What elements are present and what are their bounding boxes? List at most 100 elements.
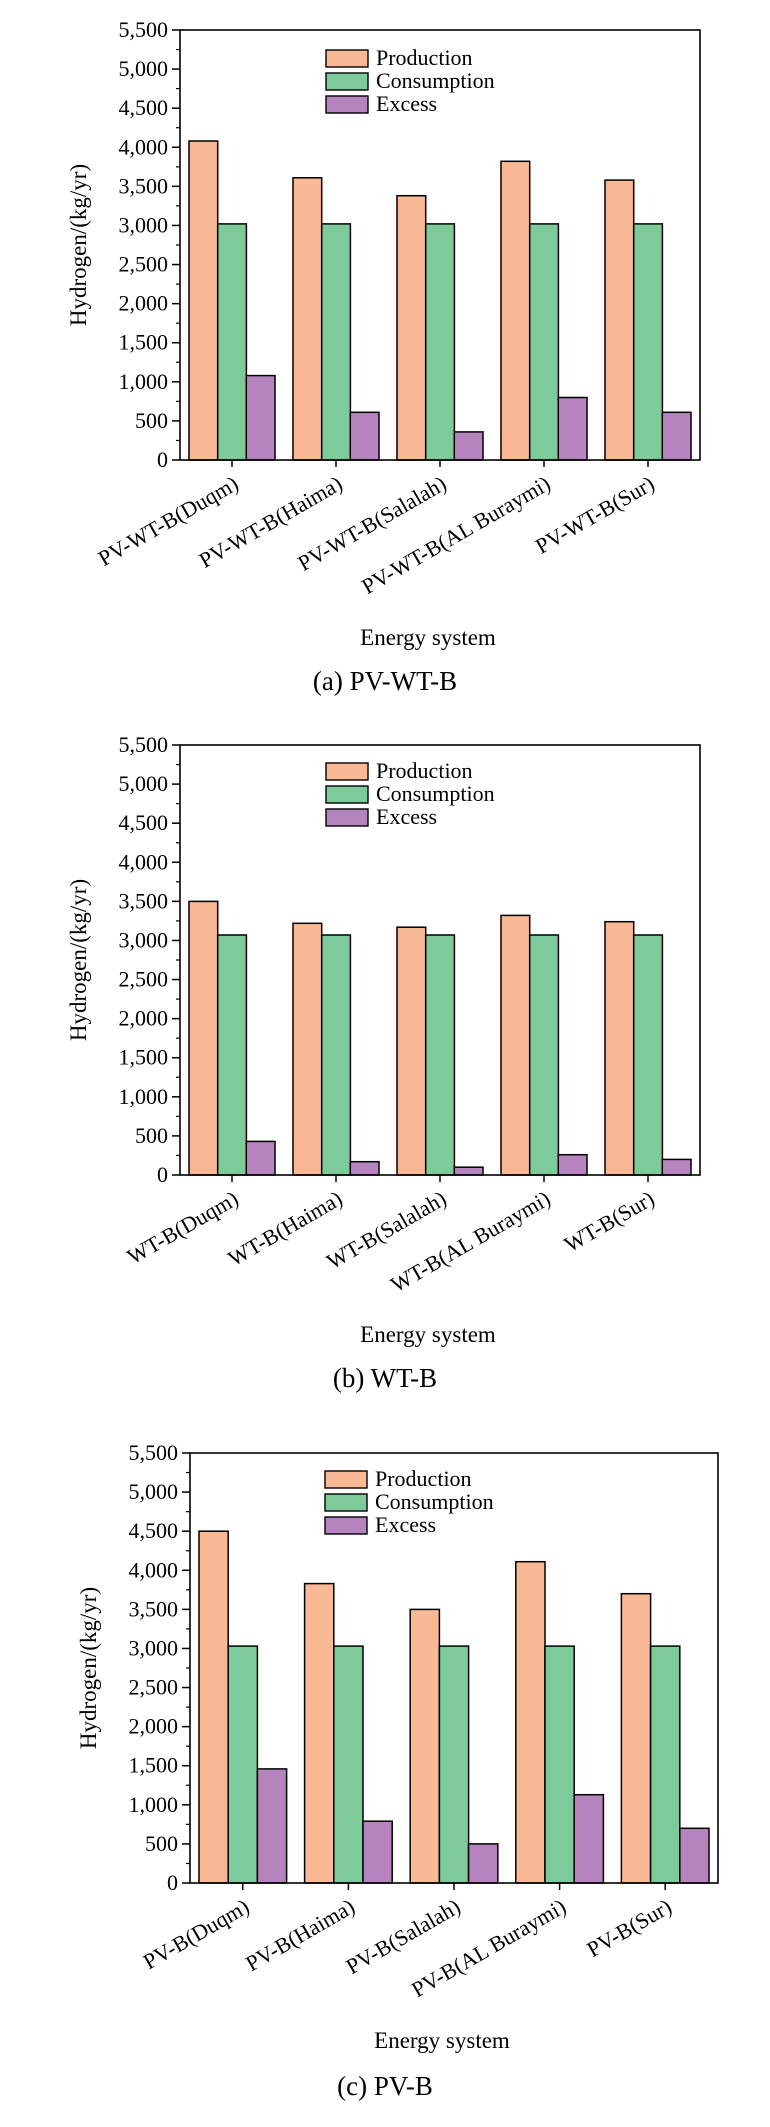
bar-excess-2: [349, 411, 380, 461]
bar-production-4: [500, 914, 531, 1176]
bar-excess-3: [453, 1166, 484, 1176]
bar-production-3: [409, 1608, 441, 1884]
y-tick-label: 1,500: [129, 1753, 179, 1778]
panel-caption: (a) PV-WT-B: [313, 666, 457, 696]
bar-excess-1: [245, 374, 276, 461]
x-tick-label: PV-B(Haima): [241, 1894, 359, 1976]
bar-consumption-4: [544, 1645, 575, 1884]
y-tick-label: 4,000: [119, 849, 169, 874]
bar-excess-1: [245, 1140, 276, 1176]
bar-consumption-1: [216, 934, 248, 1176]
y-axis-title: Hydrogen/(kg/yr): [66, 879, 91, 1041]
y-tick-label: 0: [167, 1870, 178, 1895]
legend-swatch-excess: [325, 95, 369, 114]
bar-excess-4: [573, 1793, 605, 1884]
legend-swatch-production: [325, 49, 369, 68]
bar-production-2: [303, 1582, 335, 1884]
legend-label-consumption: Consumption: [376, 68, 495, 93]
bar-consumption-3: [438, 1645, 470, 1884]
y-tick-label: 3,000: [119, 927, 169, 952]
legend-label-production: Production: [376, 758, 473, 783]
y-tick-label: 2,000: [119, 1006, 169, 1031]
y-tick-label: 2,500: [119, 967, 169, 992]
y-tick-label: 2,000: [119, 291, 169, 316]
y-tick-label: 3,000: [119, 212, 169, 237]
x-tick-label: PV-B(Sur): [582, 1894, 675, 1962]
bar-production-5: [620, 1592, 652, 1884]
legend-swatch-excess: [325, 808, 369, 827]
bar-consumption-2: [320, 934, 352, 1176]
x-tick-label: PV-B(Duqm): [139, 1894, 253, 1975]
legend-swatch-consumption: [325, 72, 369, 91]
y-tick-label: 1,000: [129, 1792, 179, 1817]
legend-swatch-production: [325, 762, 369, 781]
bar-excess-5: [679, 1827, 710, 1884]
y-tick-label: 3,500: [129, 1596, 179, 1621]
chart-panel-2: WT-B(Duqm)WT-B(Haima)WT-B(Salalah)WT-B(A…: [66, 732, 701, 1393]
y-axis-title: Hydrogen/(kg/yr): [66, 164, 91, 326]
y-tick-label: 4,500: [119, 95, 169, 120]
bar-excess-5: [661, 1158, 692, 1176]
legend-label-excess: Excess: [376, 804, 437, 829]
bar-excess-3: [467, 1843, 499, 1884]
y-tick-label: 4,000: [129, 1557, 179, 1582]
bar-consumption-1: [216, 223, 248, 461]
bar-consumption-5: [632, 223, 664, 461]
x-axis-title: Energy system: [374, 2028, 510, 2053]
y-axis-title: Hydrogen/(kg/yr): [76, 1587, 101, 1749]
bar-excess-1: [256, 1768, 288, 1884]
y-tick-label: 4,000: [119, 134, 169, 159]
bar-consumption-2: [333, 1645, 364, 1884]
y-tick-label: 1,000: [119, 1084, 169, 1109]
legend-label-excess: Excess: [376, 91, 437, 116]
bar-production-4: [515, 1560, 546, 1884]
panel-caption: (c) PV-B: [337, 2071, 433, 2101]
bar-production-1: [188, 900, 219, 1176]
x-tick-label: PV-WT-B(Sur): [531, 471, 659, 559]
y-tick-label: 5,000: [119, 771, 169, 796]
bar-production-5: [604, 920, 635, 1176]
bar-production-5: [604, 179, 635, 461]
bar-consumption-4: [528, 934, 560, 1176]
bar-consumption-1: [227, 1645, 259, 1884]
panel-caption: (b) WT-B: [333, 1363, 437, 1393]
x-axis-title: Energy system: [360, 1322, 496, 1347]
y-tick-label: 3,000: [129, 1635, 179, 1660]
y-tick-label: 3,500: [119, 173, 169, 198]
bar-production-3: [396, 194, 427, 461]
bar-excess-2: [349, 1160, 380, 1176]
bar-consumption-3: [424, 223, 456, 461]
chart-panel-1: PV-WT-B(Duqm)PV-WT-B(Haima)PV-WT-B(Salal…: [66, 17, 701, 696]
y-tick-label: 5,500: [119, 17, 169, 42]
y-tick-label: 0: [157, 1162, 168, 1187]
y-tick-label: 5,000: [129, 1479, 179, 1504]
y-tick-label: 500: [135, 408, 168, 433]
legend-label-consumption: Consumption: [376, 781, 495, 806]
y-tick-label: 0: [157, 447, 168, 472]
y-tick-label: 1,000: [119, 369, 169, 394]
x-tick-label: WT-B(Sur): [560, 1186, 659, 1257]
legend-label-production: Production: [376, 45, 473, 70]
legend-swatch-production: [324, 1470, 368, 1489]
bar-production-1: [198, 1530, 229, 1884]
y-tick-label: 2,000: [129, 1714, 179, 1739]
bar-excess-4: [557, 1153, 588, 1176]
legend-swatch-consumption: [325, 785, 369, 804]
bar-consumption-5: [649, 1645, 681, 1884]
bar-consumption-5: [632, 934, 664, 1176]
bar-production-2: [292, 922, 323, 1176]
bar-production-2: [292, 177, 323, 461]
bar-excess-5: [661, 411, 692, 461]
y-tick-label: 500: [135, 1123, 168, 1148]
y-tick-label: 4,500: [129, 1518, 179, 1543]
legend-label-production: Production: [375, 1466, 472, 1491]
y-tick-label: 1,500: [119, 330, 169, 355]
bar-consumption-3: [424, 934, 456, 1176]
x-axis-title: Energy system: [360, 625, 496, 650]
x-tick-label: WT-B(Duqm): [123, 1186, 243, 1270]
bar-production-4: [500, 160, 531, 461]
y-tick-label: 2,500: [129, 1675, 179, 1700]
